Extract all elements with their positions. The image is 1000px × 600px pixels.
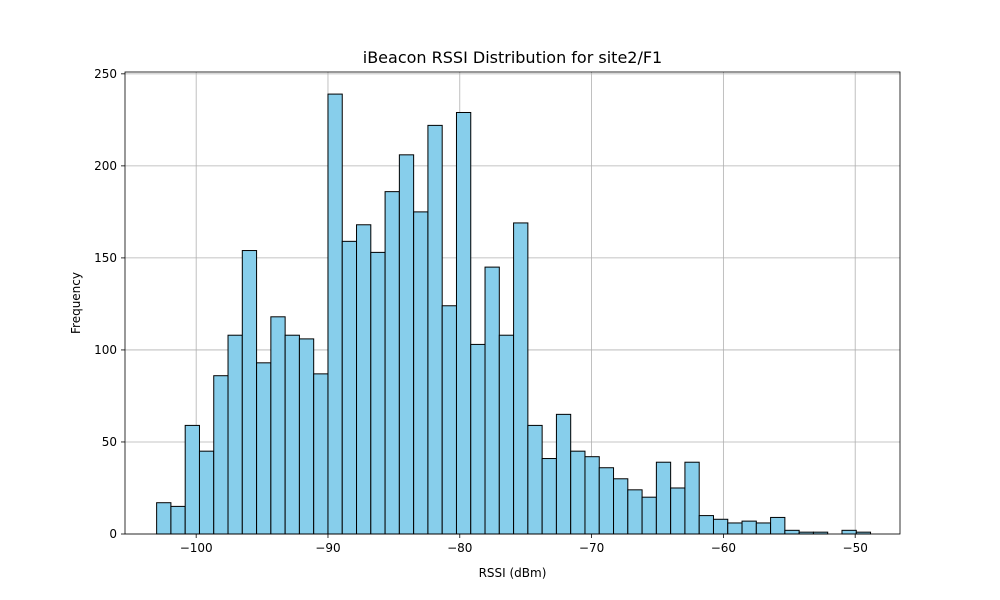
histogram-bar xyxy=(356,224,372,535)
y-tick-label: 150 xyxy=(94,251,117,265)
histogram-bar xyxy=(256,362,272,535)
y-tick-label: 50 xyxy=(102,435,117,449)
histogram-bar xyxy=(670,487,686,535)
histogram-bar xyxy=(441,305,457,535)
histogram-bar xyxy=(270,316,286,535)
histogram-bar xyxy=(513,222,529,535)
histogram-bars xyxy=(156,93,872,535)
histogram-bar xyxy=(156,502,172,535)
histogram-bar xyxy=(298,338,315,535)
histogram-bar xyxy=(641,496,657,535)
histogram-bar xyxy=(213,375,229,535)
y-axis-label: Frequency xyxy=(69,272,83,334)
x-tick-label: −80 xyxy=(447,541,472,555)
histogram-bar xyxy=(370,251,386,535)
x-tick-label: −70 xyxy=(579,541,604,555)
x-axis-label: RSSI (dBm) xyxy=(479,566,547,580)
y-tick-label: 0 xyxy=(109,527,117,541)
histogram-bar xyxy=(484,266,500,535)
histogram-bar xyxy=(427,124,443,535)
histogram-bar xyxy=(598,467,615,535)
histogram-bar xyxy=(313,373,329,535)
y-tick-label: 250 xyxy=(94,67,117,81)
histogram-bar xyxy=(413,211,429,535)
histogram-bar xyxy=(284,334,300,535)
histogram-bar xyxy=(684,461,700,535)
histogram-bar xyxy=(341,240,358,535)
y-tick-label: 200 xyxy=(94,159,117,173)
histogram-bar xyxy=(584,456,600,535)
histogram-bar xyxy=(241,250,258,535)
histogram-bar xyxy=(498,334,515,535)
histogram-bar xyxy=(698,515,714,535)
histogram-bar xyxy=(455,111,472,535)
histogram-bar xyxy=(555,413,572,535)
histogram-bar xyxy=(398,154,415,535)
histogram-bar xyxy=(198,450,215,535)
histogram-bar xyxy=(384,191,400,535)
histogram-bar xyxy=(784,529,800,535)
histogram-bar xyxy=(470,343,486,535)
x-tick-label: −50 xyxy=(843,541,868,555)
histogram-bar xyxy=(712,518,729,535)
x-tick-label: −100 xyxy=(180,541,213,555)
histogram-bar xyxy=(227,334,243,535)
x-tick-label: −90 xyxy=(315,541,340,555)
plot-area-frame xyxy=(124,71,901,535)
histogram-bar xyxy=(655,461,672,535)
histogram-bar xyxy=(627,489,643,535)
x-tick-label: −60 xyxy=(711,541,736,555)
histogram-bar xyxy=(613,478,629,535)
histogram-bar xyxy=(741,520,757,535)
histogram-bar xyxy=(755,522,772,535)
histogram-bar xyxy=(841,529,857,535)
chart-title: iBeacon RSSI Distribution for site2/F1 xyxy=(363,48,662,67)
histogram-bar xyxy=(184,424,200,535)
histogram-bar xyxy=(170,505,186,535)
histogram-bar xyxy=(327,93,343,535)
y-tick-label: 100 xyxy=(94,343,117,357)
histogram-bar xyxy=(527,424,543,535)
histogram-bar xyxy=(727,522,743,535)
histogram-bar xyxy=(541,458,557,535)
axis-ticks: −100 −90 −80 −70 −60 −50 0 50 100 150 200 250 xyxy=(94,67,868,555)
histogram-bar xyxy=(570,450,586,535)
histogram-bar xyxy=(770,516,786,535)
